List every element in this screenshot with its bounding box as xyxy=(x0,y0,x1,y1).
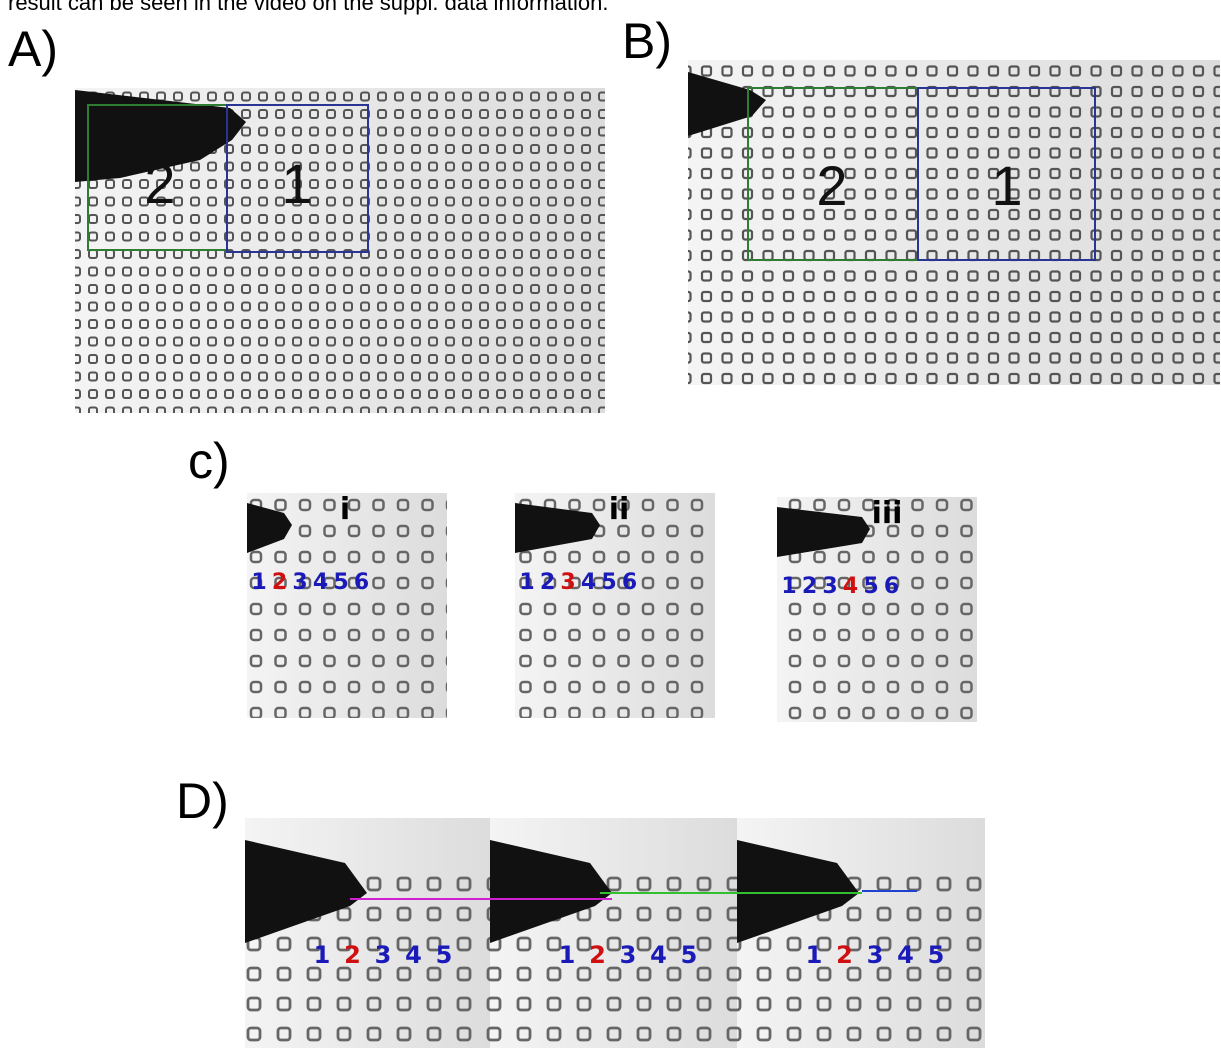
droplet-number: 3 xyxy=(292,570,307,595)
region-label: 1 xyxy=(991,154,1022,217)
droplet-number: 4 xyxy=(650,941,667,969)
droplet-array xyxy=(688,60,1220,385)
panel-label: A) xyxy=(8,21,58,77)
droplet-number: 4 xyxy=(843,574,858,599)
droplet-number: 4 xyxy=(581,570,596,595)
droplet-number: 5 xyxy=(681,941,698,969)
droplet-number: 3 xyxy=(822,574,837,599)
droplet-number: 3 xyxy=(375,941,392,969)
droplet-number: 6 xyxy=(354,570,369,595)
droplet-number: 1 xyxy=(519,570,534,595)
region-label: 2 xyxy=(816,154,847,217)
panel-label: B) xyxy=(622,13,672,69)
droplet-number: 5 xyxy=(863,574,878,599)
droplet-number: 3 xyxy=(867,941,884,969)
droplet-number: 4 xyxy=(313,570,328,595)
droplet-number: 5 xyxy=(928,941,945,969)
droplet-number: 3 xyxy=(620,941,637,969)
droplet-number: 2 xyxy=(540,570,555,595)
panel-label: c) xyxy=(188,433,230,489)
droplet-number: 6 xyxy=(622,570,637,595)
droplet-number: 5 xyxy=(601,570,616,595)
droplet-number: 2 xyxy=(344,941,361,969)
figure: result can be seen in the video on the s… xyxy=(0,0,1221,1064)
droplet-number: 3 xyxy=(560,570,575,595)
droplet-number: 1 xyxy=(314,941,331,969)
region-label: 2 xyxy=(144,152,175,215)
droplet-number: 2 xyxy=(802,574,817,599)
subpanel-label: i xyxy=(340,492,350,527)
droplet-number: 1 xyxy=(251,570,266,595)
droplet-number: 2 xyxy=(272,570,287,595)
droplet-number: 1 xyxy=(559,941,576,969)
droplet-number: 1 xyxy=(781,574,796,599)
droplet-number: 2 xyxy=(836,941,853,969)
droplet-number: 2 xyxy=(589,941,606,969)
droplet-number: 5 xyxy=(333,570,348,595)
subpanel-label: iii xyxy=(872,496,903,531)
panel-label: D) xyxy=(176,773,229,829)
region-label: 1 xyxy=(281,152,312,215)
droplet-number: 1 xyxy=(806,941,823,969)
droplet-number: 4 xyxy=(405,941,422,969)
caption: result can be seen in the video on the s… xyxy=(8,0,609,15)
droplet-number: 5 xyxy=(436,941,453,969)
subpanel-label: ii xyxy=(609,492,630,527)
droplet-number: 6 xyxy=(884,574,899,599)
droplet-number: 4 xyxy=(897,941,914,969)
